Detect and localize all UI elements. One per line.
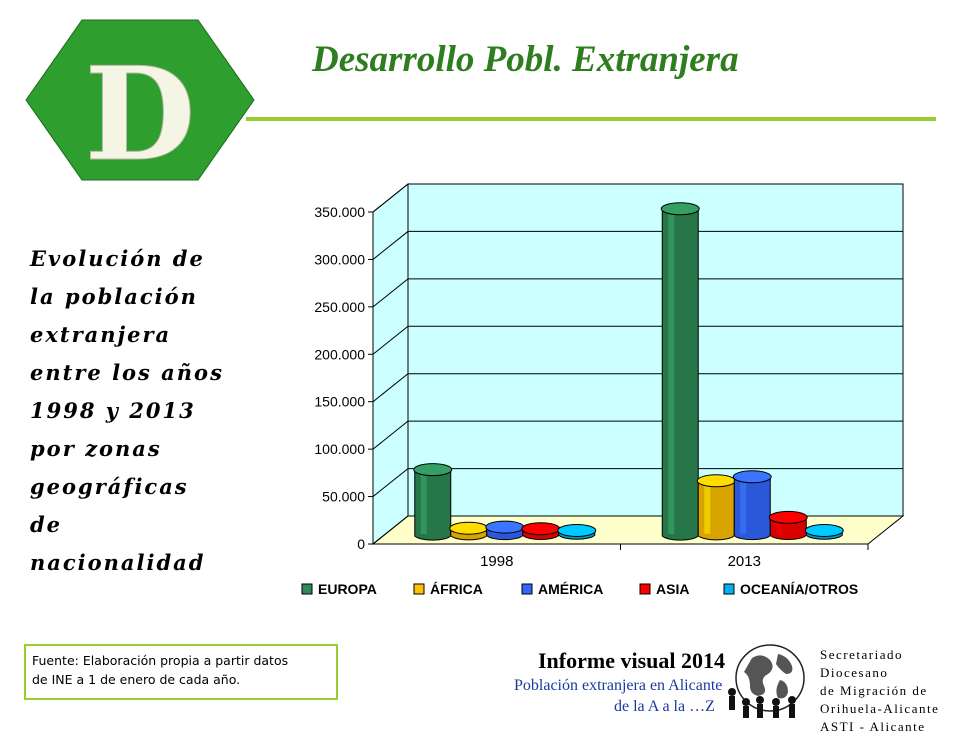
gridline [372,420,903,450]
chart-side-wall [372,182,409,546]
bar-top [557,523,597,537]
bar-top [768,510,808,524]
x-tick-label: 1998 [480,553,513,570]
y-tick-label: 100.000 [314,441,365,457]
report-title: Informe visual 2014 [538,648,725,673]
gridline [372,468,903,497]
bar-europa-1998 [414,469,452,541]
bar-top [449,521,489,535]
globe-logo [722,640,814,720]
x-tick-label: 2013 [728,553,761,570]
bar-top [413,463,453,477]
bar-chart: 0 50.000 100.000 150.000 200.000 250.000 300.0… [301,182,905,597]
legend-label: ÁFRICA [430,581,483,597]
y-tick-label: 150.000 [314,394,365,410]
y-tick-label: 0 [357,536,365,552]
letter-hexagon-logo: D [24,18,256,191]
legend-label: EUROPA [318,581,377,597]
title-divider [246,117,936,121]
legend-swatch [639,583,651,595]
bar-highlight [704,482,711,534]
chart-back-wall [407,183,904,517]
y-tick-label: 350.000 [314,204,365,220]
bar-europa-2013 [661,208,699,541]
legend-label: OCEANÍA/OTROS [740,581,858,597]
bar-highlight [740,478,747,534]
report-subtitle: Población extranjera en Alicante [514,677,723,694]
legend-swatch [413,583,425,595]
bar-frica-2013 [697,480,735,541]
source-note: Fuente: Elaboración propia a partir dato… [24,644,338,700]
y-tick-label: 50.000 [322,489,365,505]
legend-label: ASIA [656,581,689,597]
report-subtitle-2: de la A a la …Z [614,698,715,715]
gridline [372,373,903,403]
bar-highlight [420,471,427,534]
bar-top [696,474,736,488]
legend-label: AMÉRICA [538,581,603,597]
gridline [372,278,903,308]
gridline [372,183,903,213]
bar-top [660,202,700,216]
y-tick-label: 200.000 [314,346,365,362]
bar-top [485,520,525,534]
bar-highlight [668,210,675,534]
organization-name: Secretariado Diocesano de Migración de O… [820,647,940,734]
bar-top [804,523,844,537]
y-tick-label: 250.000 [314,299,365,315]
legend-swatch [521,583,533,595]
y-tick-label: 300.000 [314,251,365,267]
bar-highlight [776,519,783,534]
gridline [372,325,903,355]
legend-swatch [301,583,313,595]
legend-swatch [723,583,735,595]
bar-top [521,522,561,536]
chart-description: Evolución de la población extranjera ent… [30,246,224,575]
gridline [372,230,903,260]
bar-top [732,470,772,484]
section-letter: D [85,40,196,182]
bar-amrica-2013 [733,476,771,541]
slide-title: Desarrollo Pobl. Extranjera [312,39,739,80]
